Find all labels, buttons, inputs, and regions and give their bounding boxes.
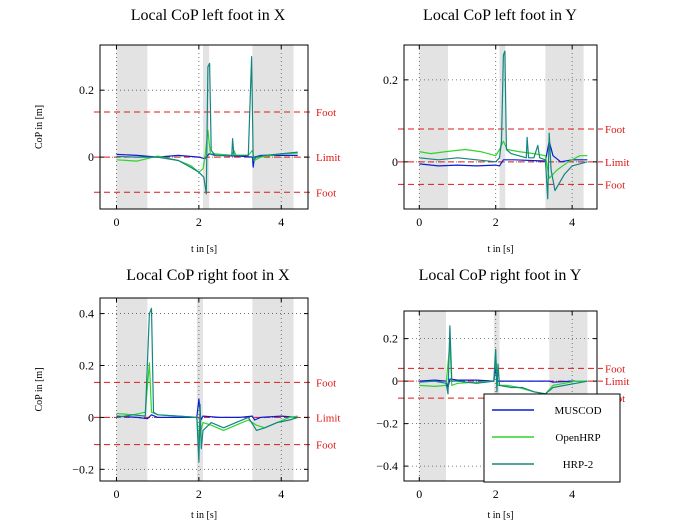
chart-title: Local CoP right foot in Y — [419, 267, 582, 284]
y-tick-label: 0.2 — [383, 332, 398, 346]
shaded-phase-0 — [116, 45, 148, 209]
y-tick-label: 0 — [392, 374, 398, 388]
legend-label: HRP-2 — [563, 459, 594, 471]
limit-label: Limit — [605, 157, 629, 169]
x-tick-label: 2 — [493, 215, 499, 229]
chart-title: Local CoP right foot in X — [126, 267, 290, 284]
series-line-hrp-2 — [116, 56, 298, 195]
series-group — [116, 307, 298, 463]
axes-frame — [99, 297, 309, 482]
shaded-phase-2 — [545, 45, 584, 209]
limit-label: Limit — [605, 376, 629, 388]
shaded-phase-1 — [196, 298, 203, 481]
limit-label: Foot — [605, 124, 625, 136]
legend-box — [483, 393, 621, 483]
shaded-phase-0 — [419, 45, 448, 209]
chart-title: Local CoP left foot in X — [131, 7, 286, 24]
x-tick-label: 2 — [493, 487, 499, 501]
x-tick-label: 0 — [416, 487, 422, 501]
shaded-phase-0 — [419, 311, 447, 481]
shaded-phase-2 — [252, 45, 294, 209]
x-tick-label: 4 — [569, 487, 575, 501]
series-line-hrp-2 — [116, 307, 298, 463]
y-tick-label: −0.2 — [72, 462, 94, 476]
limit-label: Foot — [316, 107, 336, 119]
chart-left-y: 0 2 4 0 0.2 Foot Limit Foot Local CoP left foot … — [383, 7, 629, 255]
legend: MUSCOD OpenHRP HRP-2 — [483, 393, 621, 483]
limit-label: Foot — [316, 440, 336, 452]
shaded-phase-0 — [116, 298, 148, 481]
series-group — [419, 50, 588, 200]
y-tick-label: −0.2 — [376, 417, 398, 431]
y-tick-label: 0.2 — [383, 73, 398, 87]
x-axis-label: t in [s] — [191, 510, 217, 521]
x-tick-label: 4 — [569, 215, 575, 229]
legend-label: OpenHRP — [555, 432, 600, 444]
x-axis-label: t in [s] — [487, 244, 513, 255]
series-group — [116, 56, 298, 195]
limit-label: Limit — [316, 412, 340, 424]
series-group — [419, 325, 588, 395]
legend-label: MUSCOD — [554, 405, 601, 417]
y-tick-label: 0 — [88, 150, 94, 164]
axes-frame — [99, 44, 309, 210]
shaded-phase-1 — [202, 45, 210, 209]
limit-label: Limit — [316, 152, 340, 164]
x-tick-label: 2 — [196, 215, 202, 229]
y-axis-label: CoP in [m] — [34, 105, 45, 149]
limit-label: Foot — [605, 363, 625, 375]
y-tick-label: 0.4 — [79, 307, 94, 321]
chart-title: Local CoP left foot in Y — [423, 7, 577, 24]
y-axis-label: CoP in [m] — [34, 367, 45, 411]
y-tick-label: 0.2 — [79, 83, 94, 97]
x-tick-label: 2 — [196, 487, 202, 501]
x-axis-label: t in [s] — [487, 510, 513, 521]
x-tick-label: 4 — [278, 487, 284, 501]
series-line-hrp-2 — [419, 50, 588, 200]
axes-frame — [403, 44, 598, 210]
limit-label: Foot — [605, 179, 625, 191]
chart-right-x: 0 2 4 −0.2 0 0.2 0.4 Foot Limit Foot Local CoP rig… — [34, 267, 340, 521]
chart-left-x: 0 2 4 0 0.2 Foot Limit Foot Local CoP left foot … — [34, 7, 340, 255]
y-tick-label: 0 — [88, 410, 94, 424]
series-line-hrp-2 — [419, 325, 588, 395]
y-tick-label: 0.2 — [79, 358, 94, 372]
x-tick-label: 0 — [113, 487, 119, 501]
y-tick-label: −0.4 — [376, 459, 398, 473]
series-line-muscod — [419, 140, 588, 167]
limit-label: Foot — [316, 377, 336, 389]
x-tick-label: 0 — [416, 215, 422, 229]
shaded-phase-2 — [252, 298, 294, 481]
y-tick-label: 0 — [392, 155, 398, 169]
x-axis-label: t in [s] — [191, 244, 217, 255]
series-line-openhrp — [116, 362, 298, 442]
x-tick-label: 4 — [278, 215, 284, 229]
x-tick-label: 0 — [113, 215, 119, 229]
limit-label: Foot — [316, 187, 336, 199]
